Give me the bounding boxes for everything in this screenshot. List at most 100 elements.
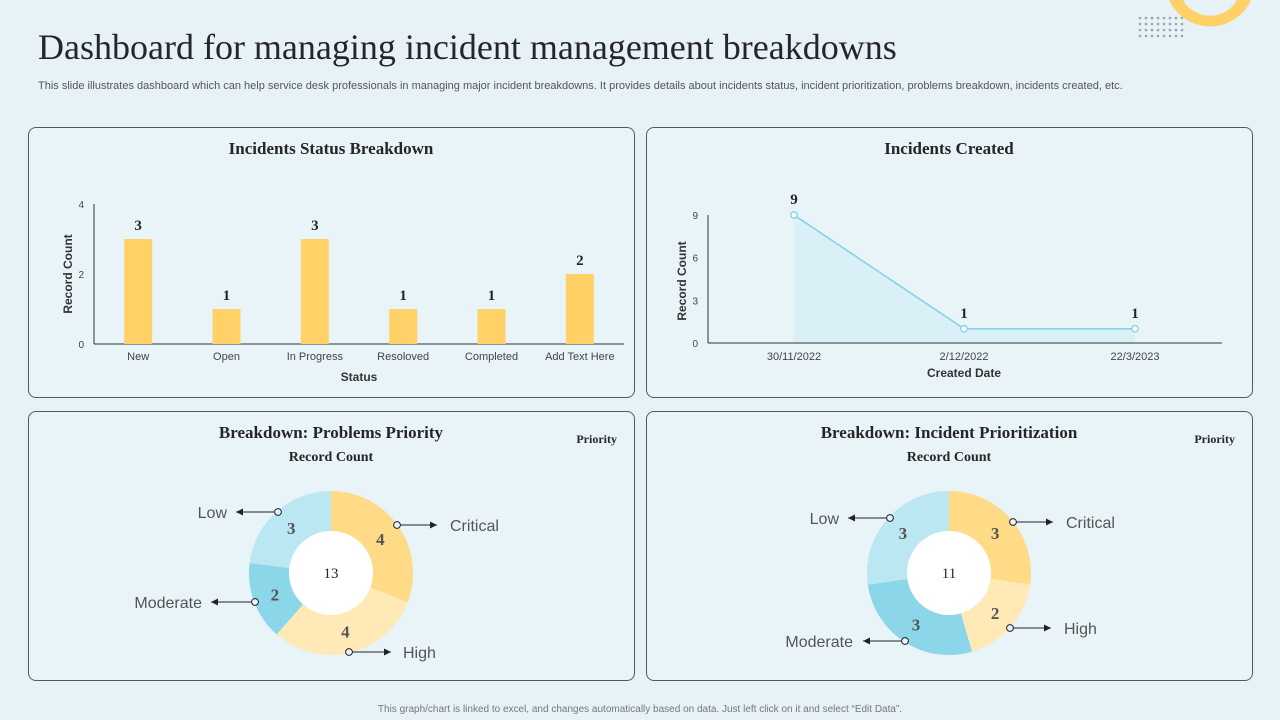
footer-note: This graph/chart is linked to excel, and… bbox=[377, 704, 903, 715]
legend-label-high: High bbox=[1064, 621, 1097, 638]
bar-value-label: 1 bbox=[399, 288, 407, 304]
status-bar-chart[interactable]: Incidents Status Breakdown 0 2 4 3 New 1 Open 3 I… bbox=[29, 128, 636, 399]
leader-arrow-icon bbox=[384, 648, 391, 656]
bar[interactable] bbox=[477, 309, 506, 344]
data-point[interactable] bbox=[1131, 324, 1139, 333]
slice-critical[interactable] bbox=[949, 491, 1031, 585]
leader-arrow-icon bbox=[863, 637, 870, 645]
x-tick-label: 30/11/2022 bbox=[767, 351, 821, 363]
chart-title: Incidents Created bbox=[884, 139, 1014, 158]
slice-value-label: 4 bbox=[376, 530, 385, 549]
ring-decoration bbox=[1169, 0, 1251, 27]
page-title: Dashboard for managing incident manageme… bbox=[38, 27, 897, 67]
x-axis-title: Status bbox=[341, 370, 378, 384]
leader-dot bbox=[886, 514, 894, 522]
y-tick-label: 9 bbox=[692, 211, 698, 222]
y-tick-label: 0 bbox=[78, 340, 84, 351]
legend-title: Priority bbox=[576, 432, 617, 446]
slice-value-label: 3 bbox=[899, 524, 908, 543]
chart-title: Breakdown: Problems Priority bbox=[219, 423, 444, 442]
slice-value-label: 2 bbox=[991, 604, 1000, 623]
y-tick-label: 2 bbox=[78, 270, 84, 281]
slice-high[interactable] bbox=[960, 578, 1031, 652]
bar[interactable] bbox=[124, 239, 153, 344]
inner-ring-highlight bbox=[867, 491, 1031, 655]
x-axis-title: Created Date bbox=[927, 366, 1001, 380]
x-tick-label: Completed bbox=[465, 351, 518, 363]
bar-value-label: 1 bbox=[488, 288, 496, 304]
leader-dot bbox=[274, 508, 282, 516]
legend-label-moderate: Moderate bbox=[134, 595, 202, 612]
x-tick-label: In Progress bbox=[287, 351, 344, 363]
donut-total: 13 bbox=[324, 566, 339, 582]
y-tick-label: 4 bbox=[78, 200, 84, 211]
leader-arrow-icon bbox=[1044, 624, 1051, 632]
leader-arrow-icon bbox=[211, 598, 218, 606]
leader-arrow-icon bbox=[848, 514, 855, 522]
slice-low[interactable] bbox=[867, 491, 949, 585]
leader-dot bbox=[251, 598, 259, 606]
point-value-label: 9 bbox=[790, 192, 798, 208]
incident-prioritization-donut[interactable]: Breakdown: Incident Prioritization Record… bbox=[647, 412, 1254, 682]
bar[interactable] bbox=[212, 309, 241, 344]
y-axis-title: Record Count bbox=[61, 234, 75, 313]
incidents-created-chart[interactable]: Incidents Created 0 3 6 9 9 30/11/2022 1 2/12/20… bbox=[647, 128, 1254, 399]
legend-label-high: High bbox=[403, 645, 436, 662]
x-tick-label: 22/3/2023 bbox=[1111, 351, 1160, 363]
bar-value-label: 1 bbox=[223, 288, 231, 304]
incidents-created-panel: Incidents Created 0 3 6 9 9 30/11/2022 1 2/12/20… bbox=[646, 127, 1253, 398]
slice-low[interactable] bbox=[249, 491, 331, 568]
data-point[interactable] bbox=[790, 211, 798, 219]
slice-moderate[interactable] bbox=[867, 578, 973, 655]
slice-value-label: 3 bbox=[991, 524, 1000, 543]
inner-ring-highlight bbox=[249, 491, 413, 655]
chart-title: Incidents Status Breakdown bbox=[229, 139, 434, 158]
donut-hole bbox=[289, 531, 373, 615]
slice-value-label: 3 bbox=[287, 519, 296, 538]
problems-priority-panel: Breakdown: Problems Priority Record Count… bbox=[28, 411, 635, 681]
bar[interactable] bbox=[389, 309, 418, 344]
page-subtitle: This slide illustrates dashboard which c… bbox=[38, 80, 1123, 92]
y-tick-label: 0 bbox=[692, 339, 698, 350]
x-tick-label: Resoloved bbox=[377, 351, 429, 363]
x-tick-label: Add Text Here bbox=[545, 351, 615, 363]
incident-prioritization-panel: Breakdown: Incident Prioritization Record… bbox=[646, 411, 1253, 681]
bar[interactable] bbox=[300, 239, 329, 344]
legend-label-low: Low bbox=[810, 511, 840, 528]
donut-total: 11 bbox=[942, 566, 956, 582]
slice-moderate[interactable] bbox=[248, 563, 304, 635]
bar[interactable] bbox=[565, 274, 594, 344]
x-tick-label: New bbox=[127, 351, 149, 363]
slice-high[interactable] bbox=[276, 587, 408, 655]
problems-priority-donut[interactable]: Breakdown: Problems Priority Record Count… bbox=[29, 412, 636, 682]
x-tick-label: 2/12/2022 bbox=[940, 351, 989, 363]
leader-arrow-icon bbox=[430, 521, 437, 529]
leader-arrow-icon bbox=[236, 508, 243, 516]
leader-dot bbox=[1006, 624, 1014, 632]
slice-critical[interactable] bbox=[331, 491, 413, 603]
point-value-label: 1 bbox=[1131, 306, 1139, 322]
data-point[interactable] bbox=[960, 324, 968, 333]
decorative-shapes bbox=[1138, 0, 1251, 38]
leader-arrow-icon bbox=[1046, 518, 1053, 526]
leader-dot bbox=[901, 637, 909, 645]
y-tick-label: 6 bbox=[692, 254, 698, 265]
donut-hole bbox=[907, 531, 991, 615]
legend-label-low: Low bbox=[198, 505, 228, 522]
legend-title: Priority bbox=[1194, 432, 1235, 446]
legend-label-critical: Critical bbox=[450, 518, 499, 535]
slice-value-label: 3 bbox=[912, 615, 921, 634]
chart-title: Breakdown: Incident Prioritization bbox=[821, 423, 1078, 442]
point-value-label: 1 bbox=[960, 306, 968, 322]
slice-value-label: 4 bbox=[341, 622, 350, 641]
slice-value-label: 2 bbox=[271, 585, 280, 604]
dot-grid-decoration bbox=[1138, 16, 1184, 38]
chart-subtitle: Record Count bbox=[289, 450, 374, 465]
bar-value-label: 2 bbox=[576, 253, 584, 269]
x-tick-label: Open bbox=[213, 351, 240, 363]
legend-label-critical: Critical bbox=[1066, 515, 1115, 532]
leader-dot bbox=[1009, 518, 1017, 526]
y-axis-title: Record Count bbox=[675, 241, 689, 320]
chart-subtitle: Record Count bbox=[907, 450, 992, 465]
leader-dot bbox=[393, 521, 401, 529]
